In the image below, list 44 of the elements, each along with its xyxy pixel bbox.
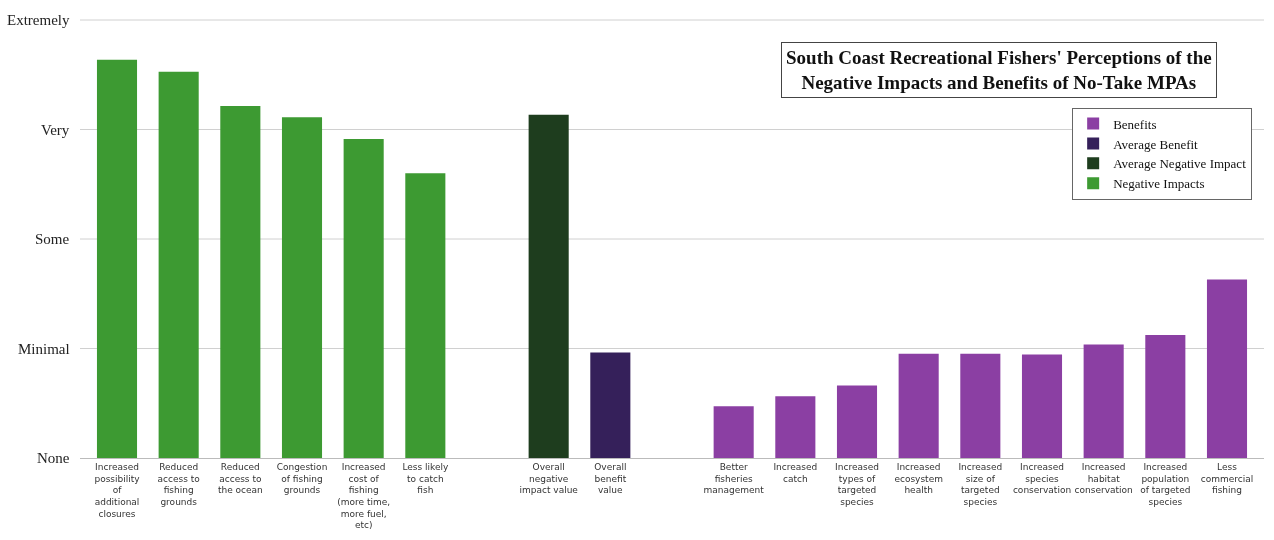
text: None [37,450,70,466]
x-tick-label: Overall negative impact value [519,461,579,496]
bar [713,406,754,458]
x-tick-label: Congestion of fishing grounds [276,461,328,496]
chart-title: South Coast Recreational Fishers' Perceptions of the Negative Impacts and Benefits of No-Take MPAs [786,47,1212,93]
x-tick-label: Increased size of targeted species [958,461,1003,507]
legend-label: Benefits [1113,116,1157,132]
bar [281,117,323,458]
x-tick-label: Increased ecosystem health [894,461,943,496]
x-tick-label: Less likely to catch fish [402,461,449,496]
bar [405,173,446,458]
x-tick-label: Increased population of targeted species [1140,461,1191,507]
legend-label: Negative Impacts [1113,176,1205,192]
x-tick-label: Increased cost of fishing (more time, more fuel, etc) [337,461,391,531]
bar [898,353,939,458]
bar [220,106,261,458]
x-tick-label: Increased species conservation [1012,461,1072,496]
x-tick-label: Reduced access to fishing grounds [157,461,201,507]
bar [590,352,631,458]
bar [343,139,384,458]
x-tick-label: Increased habitat conservation [1074,461,1133,496]
bar [1206,279,1248,458]
legend-label: Average Benefit [1113,136,1199,152]
x-tick-label: Less commercial fishing [1200,461,1254,496]
x-tick-label: Increased types of targeted species [835,461,879,507]
bar [96,59,138,458]
x-tick-label: Better fisheries management [703,461,765,496]
bar [158,71,199,458]
text: Extremely [7,12,70,28]
bar [960,353,1001,458]
bar [1145,334,1186,458]
bar [836,385,878,458]
bar [1083,344,1124,458]
bar [528,114,569,458]
bar [1021,354,1063,458]
x-tick-label: Increased possibility of additional closures [94,461,141,519]
bar [775,396,816,458]
x-tick-label: Increased catch [773,461,818,484]
x-tick-label: Reduced access to the ocean [217,461,263,496]
x-tick-label: Overall benefit value [594,461,627,496]
text: Very [41,122,70,138]
legend-label: Average Negative Impact [1113,156,1247,172]
text: Some [35,231,70,247]
text: Minimal [18,341,70,357]
